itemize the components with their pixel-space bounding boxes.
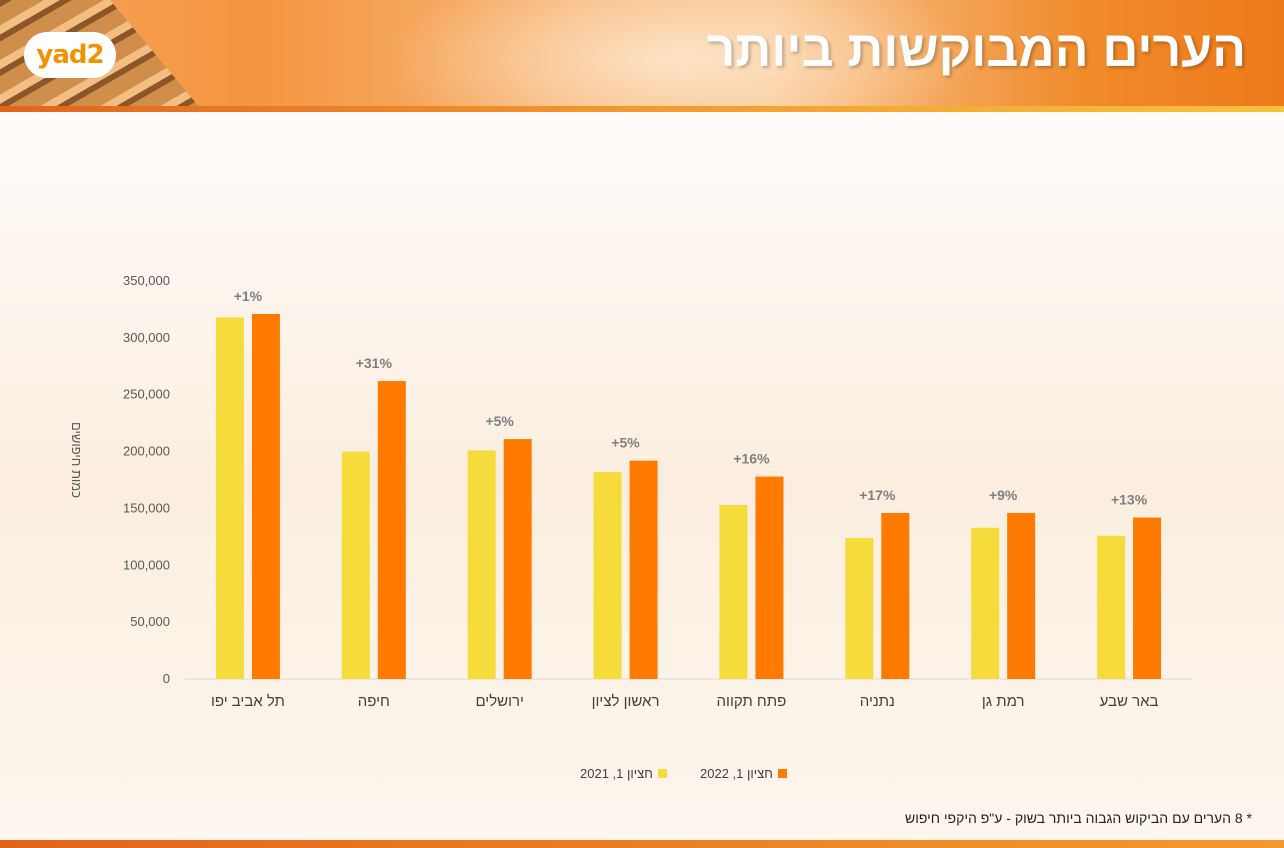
change-label: +16% bbox=[733, 451, 770, 467]
bar-2022 bbox=[755, 476, 784, 679]
y-axis-title: כמות חיפושים bbox=[69, 422, 84, 498]
header-banner: yad2 הערים המבוקשות ביותר bbox=[0, 0, 1284, 108]
y-tick-label: 50,000 bbox=[130, 614, 170, 629]
bar-2021 bbox=[215, 317, 244, 679]
bar-2021 bbox=[971, 527, 1000, 679]
footer-divider bbox=[0, 840, 1284, 848]
bar-2021 bbox=[467, 450, 496, 679]
y-tick-label: 200,000 bbox=[123, 444, 170, 459]
x-tick-label: ירושלים bbox=[475, 693, 523, 710]
bar-2022 bbox=[377, 381, 406, 679]
x-tick-label: ראשון לציון bbox=[592, 693, 660, 710]
bar-2022 bbox=[629, 460, 658, 679]
bar-2022 bbox=[1007, 512, 1036, 679]
change-label: +5% bbox=[611, 435, 640, 451]
legend-label-2022: חציון 1, 2022 bbox=[700, 766, 773, 781]
change-label: +13% bbox=[1111, 492, 1148, 508]
bar-2022 bbox=[881, 512, 910, 679]
change-label: +31% bbox=[356, 355, 393, 371]
bar-2021 bbox=[845, 537, 874, 679]
x-tick-label: תל אביב יפו bbox=[211, 693, 285, 710]
header-glow bbox=[380, 0, 980, 108]
header-divider bbox=[0, 106, 1284, 112]
footnote: * 8 הערים עם הביקוש הגבוה ביותר בשוק - ע… bbox=[905, 810, 1252, 826]
bar-2022 bbox=[1133, 517, 1162, 679]
legend-label-2021: חציון 1, 2021 bbox=[580, 766, 653, 781]
x-tick-label: פתח תקווה bbox=[717, 693, 787, 710]
legend-swatch-2021 bbox=[657, 769, 667, 778]
page-title: הערים המבוקשות ביותר bbox=[706, 21, 1246, 77]
x-tick-label: רמת גן bbox=[982, 693, 1025, 710]
x-tick-label: נתניה bbox=[860, 693, 895, 710]
x-tick-label: באר שבע bbox=[1100, 693, 1159, 710]
bar-2021 bbox=[1097, 535, 1126, 679]
y-tick-label: 150,000 bbox=[123, 500, 170, 515]
x-tick-label: חיפה bbox=[358, 693, 390, 710]
y-tick-label: 350,000 bbox=[123, 273, 170, 288]
change-label: +1% bbox=[234, 288, 263, 304]
bar-2021 bbox=[593, 472, 622, 679]
bar-2021 bbox=[719, 505, 748, 679]
legend-item-2022: חציון 1, 2022 bbox=[700, 766, 787, 781]
bar-2021 bbox=[341, 451, 370, 679]
bar-2022 bbox=[251, 313, 280, 679]
yad2-logo: yad2 bbox=[24, 32, 116, 78]
chart-legend: חציון 1, 2022 חציון 1, 2021 bbox=[0, 766, 1284, 784]
change-label: +9% bbox=[989, 487, 1018, 503]
change-label: +5% bbox=[485, 413, 514, 429]
bar-2022 bbox=[503, 439, 532, 679]
y-tick-label: 250,000 bbox=[123, 387, 170, 402]
y-tick-label: 0 bbox=[163, 671, 170, 686]
y-tick-label: 300,000 bbox=[123, 330, 170, 345]
change-label: +17% bbox=[859, 487, 896, 503]
legend-swatch-2022 bbox=[777, 769, 787, 778]
y-tick-label: 100,000 bbox=[123, 557, 170, 572]
legend-item-2021: חציון 1, 2021 bbox=[580, 766, 667, 781]
